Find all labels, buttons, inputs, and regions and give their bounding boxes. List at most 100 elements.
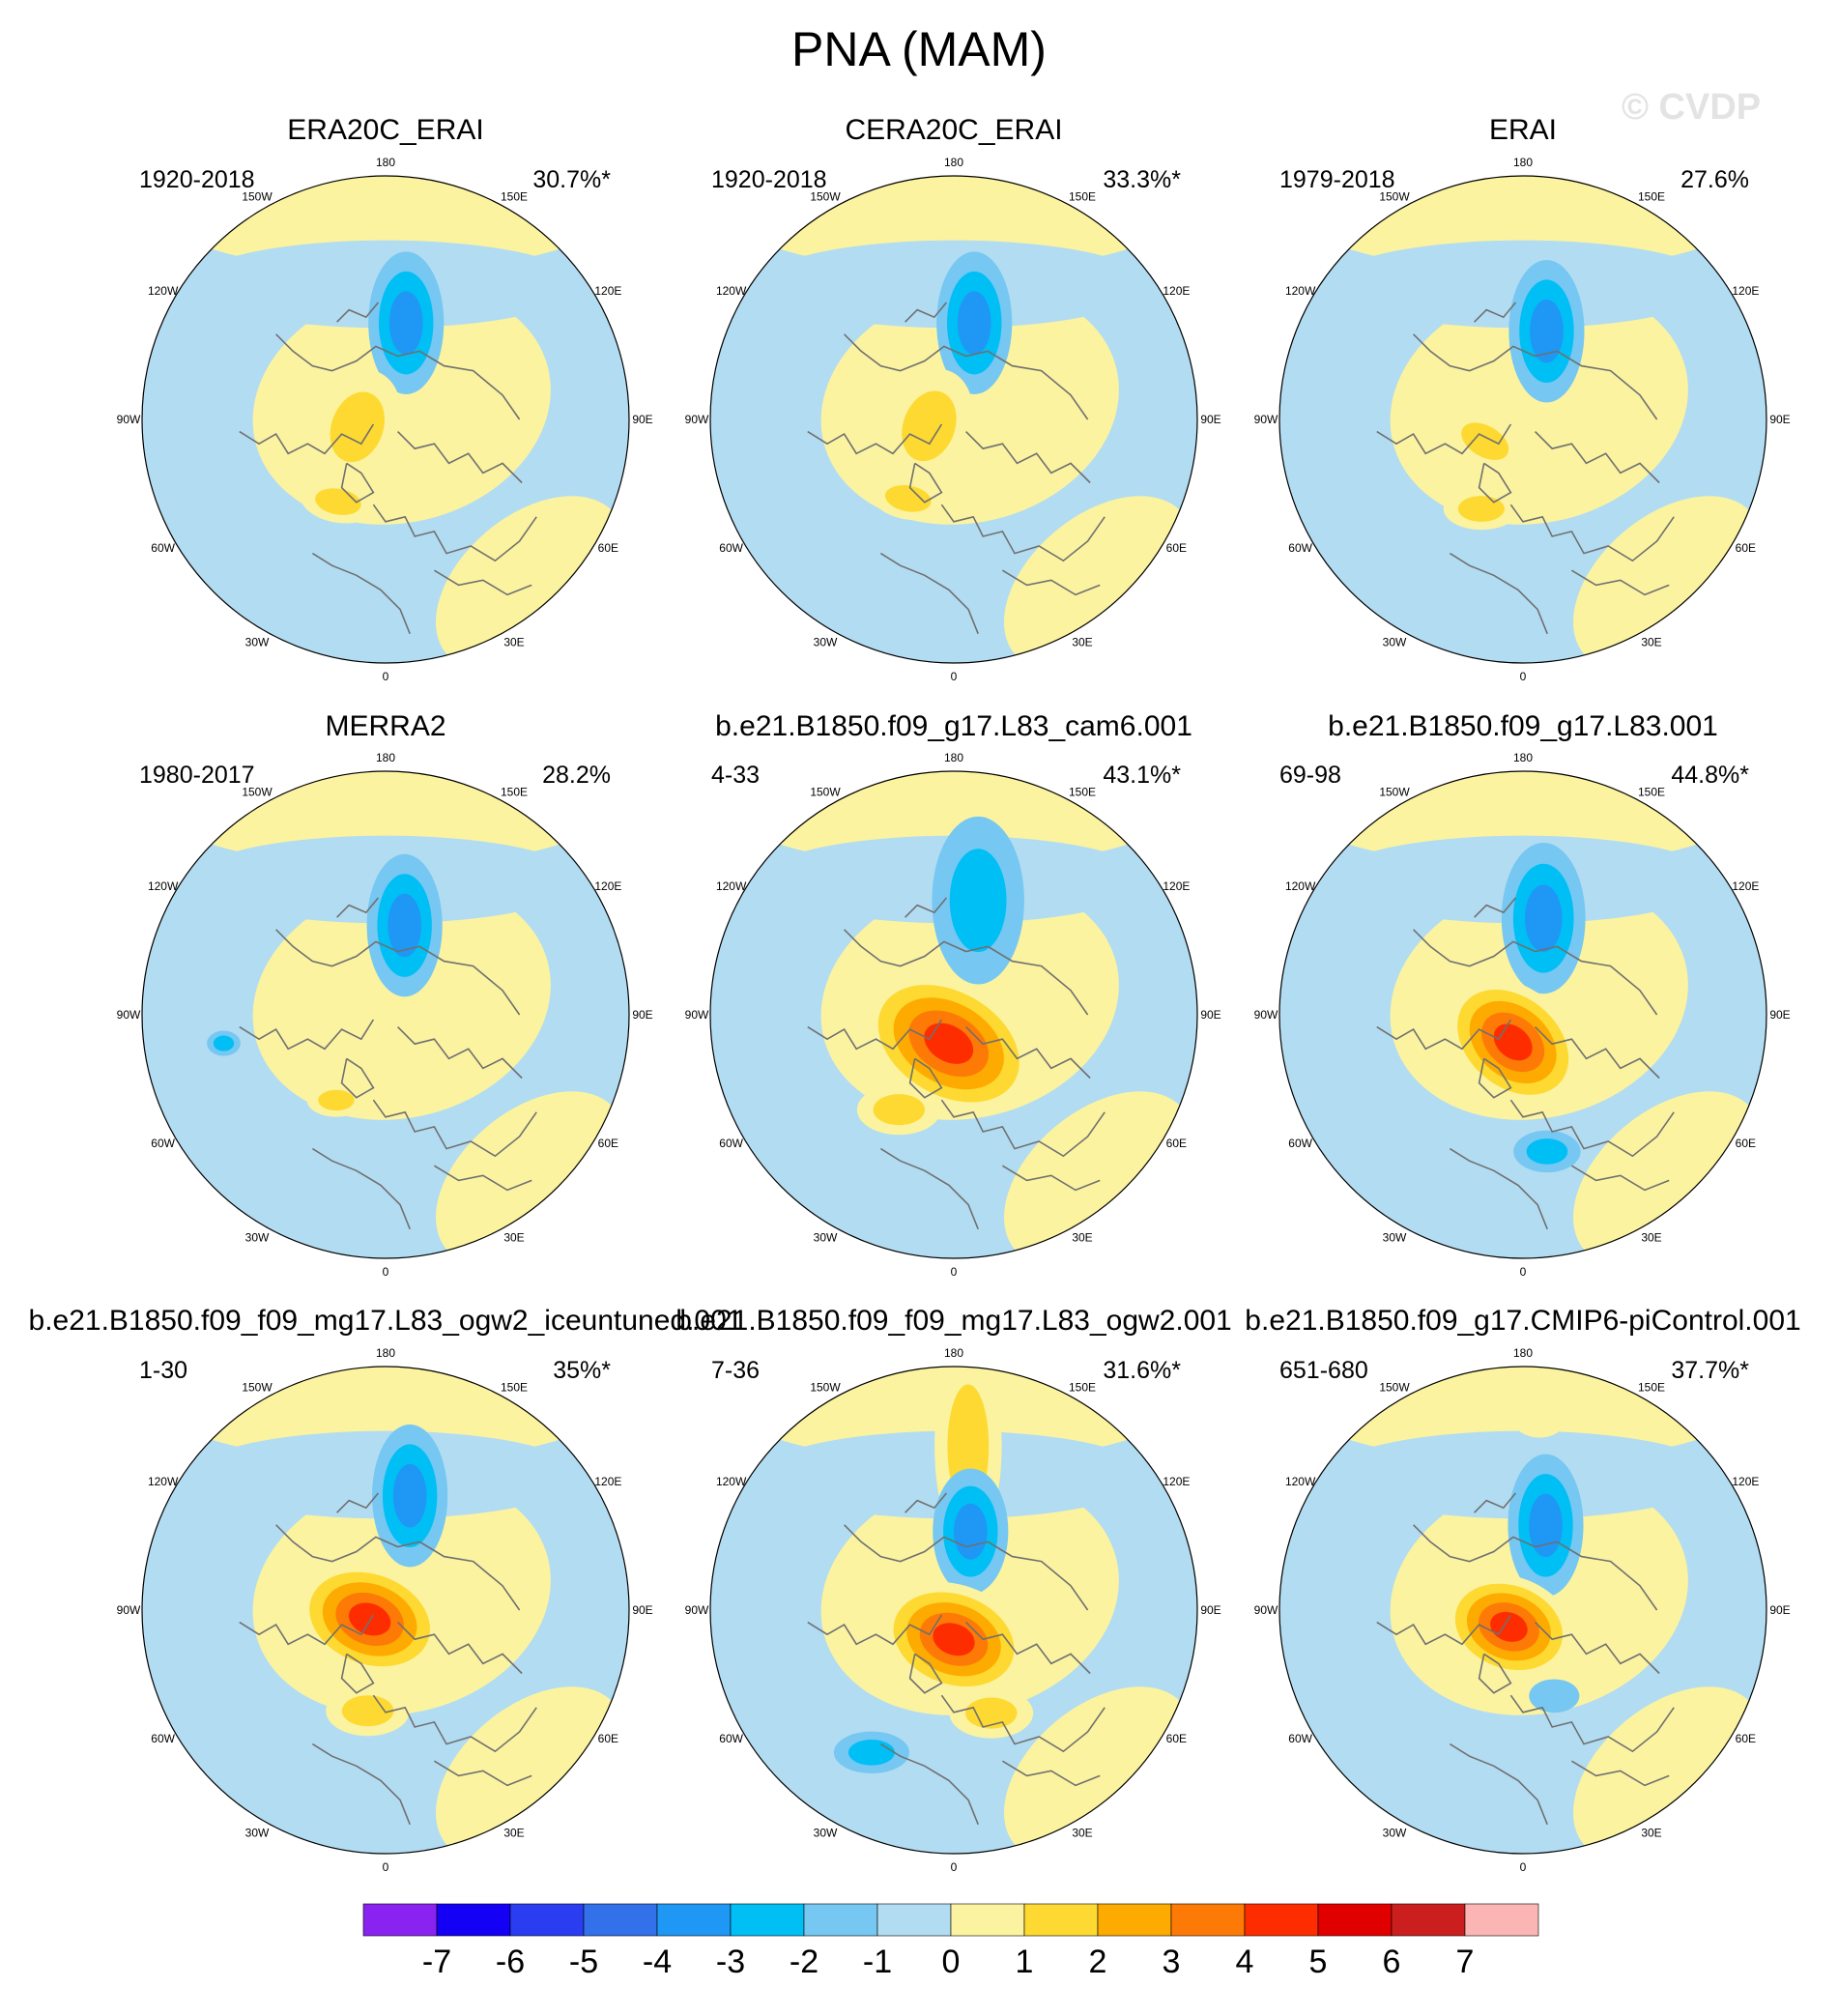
longitude-label: 150E [1638, 190, 1665, 204]
longitude-label: 180 [944, 1346, 963, 1360]
longitude-label: 180 [944, 156, 963, 169]
panel-variance: 28.2% [542, 762, 611, 789]
map-panel-7 [142, 1367, 629, 1854]
colorbar-tick-label: 2 [1089, 1944, 1107, 1980]
colorbar-swatch [803, 1903, 878, 1937]
longitude-label: 120E [1163, 1475, 1190, 1488]
coastline [433, 1165, 532, 1192]
coastline [311, 1742, 411, 1826]
longitude-labels: 180 150E 120E 90E 60E 30E 0 30W 60W 90W 120W 150W [1254, 156, 1791, 683]
longitude-label: 120E [1732, 284, 1759, 298]
longitude-label: 60W [151, 541, 175, 555]
contour-level--2 [847, 1739, 895, 1766]
longitude-label: 90E [632, 413, 652, 426]
coastline [1001, 1760, 1101, 1787]
coastline [1570, 569, 1670, 596]
longitude-label: 150E [1069, 1381, 1096, 1395]
coastline [372, 504, 537, 562]
colorbar-tick-label: 5 [1309, 1944, 1328, 1980]
coastline [844, 1524, 1089, 1611]
colorbar-swatch [509, 1903, 585, 1937]
colorbar-tick-label: 6 [1383, 1944, 1401, 1980]
longitude-label: 30W [814, 1826, 838, 1839]
longitude-label: 0 [1520, 1265, 1527, 1279]
coastline [311, 1147, 411, 1230]
longitude-label: 60E [1736, 541, 1756, 555]
longitude-label: 90W [117, 413, 141, 426]
panel-years: 69-98 [1279, 762, 1341, 789]
longitude-label: 30E [1641, 635, 1661, 648]
contour-level-2 [873, 1094, 926, 1126]
colorbar-swatch [1023, 1903, 1099, 1937]
longitude-label: 90W [685, 413, 709, 426]
longitude-label: 120W [148, 879, 179, 893]
longitude-label: 30E [1641, 1230, 1661, 1244]
contour-level--2 [949, 849, 1007, 953]
panel-variance: 37.7%* [1671, 1357, 1749, 1384]
colorbar-tick-label: -6 [496, 1944, 525, 1980]
longitude-label: 90E [1769, 1008, 1790, 1022]
longitude-label: 90W [685, 1603, 709, 1617]
longitude-label: 120E [594, 879, 621, 893]
coastline [940, 1099, 1106, 1158]
coastline [311, 552, 411, 635]
longitude-label: 90W [1254, 413, 1278, 426]
map-outline [1278, 175, 1767, 664]
longitude-label: 60E [598, 1732, 618, 1745]
longitude-label: 180 [1513, 156, 1533, 169]
coastline [336, 302, 380, 323]
longitude-label: 180 [1513, 1346, 1533, 1360]
coastline [1535, 1026, 1660, 1080]
panel-variance: 44.8%* [1671, 762, 1749, 789]
coastline [275, 1524, 521, 1611]
coastline [1509, 504, 1675, 562]
longitude-label: 30W [1383, 1230, 1407, 1244]
longitude-label: 150E [501, 1381, 528, 1395]
coastline [905, 302, 948, 323]
panel-title: b.e21.B1850.f09_g17.L83.001 [1328, 710, 1718, 742]
longitude-label: 150W [242, 190, 273, 204]
coastline [372, 1694, 537, 1753]
colorbar-swatch [1391, 1903, 1466, 1937]
map-outline [141, 1366, 630, 1855]
map-outline [709, 1366, 1198, 1855]
longitude-label: 120E [594, 284, 621, 298]
longitude-label: 120W [716, 284, 747, 298]
coastline [905, 1492, 948, 1513]
contour-level-2 [341, 1695, 394, 1727]
map-outline [141, 770, 630, 1259]
coastline [1478, 1653, 1512, 1694]
longitude-label: 150W [810, 786, 841, 799]
longitude-label: 150W [810, 1381, 841, 1395]
longitude-label: 60E [1736, 1732, 1756, 1745]
panel-title: MERRA2 [325, 710, 446, 742]
longitude-label: 60W [719, 1137, 743, 1150]
coastline [397, 1026, 523, 1080]
coastline [1474, 1492, 1517, 1513]
coastline [1376, 423, 1512, 455]
coastline [336, 897, 380, 918]
contour-level-2 [330, 391, 385, 463]
longitude-label: 60W [719, 1732, 743, 1745]
coastline [807, 423, 943, 455]
coastline [940, 1694, 1106, 1753]
coastline [239, 423, 375, 455]
map-outline [1278, 1366, 1767, 1855]
contour-level--2 [1526, 1138, 1568, 1165]
map-outline [709, 770, 1198, 1259]
longitude-label: 120E [1163, 879, 1190, 893]
coastline [1474, 302, 1517, 323]
longitude-label: 90W [117, 1603, 141, 1617]
longitude-label: 30W [1383, 1826, 1407, 1839]
longitude-label: 30E [503, 1826, 524, 1839]
longitude-label: 150E [1069, 190, 1096, 204]
colorbar-tick-label: 3 [1163, 1944, 1181, 1980]
colorbar-swatch [583, 1903, 658, 1937]
coastline [940, 504, 1106, 562]
coastline [879, 1742, 979, 1826]
panel-title: ERA20C_ERAI [287, 114, 484, 146]
longitude-label: 120E [1732, 879, 1759, 893]
longitude-label: 60E [1166, 1732, 1187, 1745]
longitude-label: 30W [245, 1230, 270, 1244]
colorbar-swatch [1170, 1903, 1246, 1937]
